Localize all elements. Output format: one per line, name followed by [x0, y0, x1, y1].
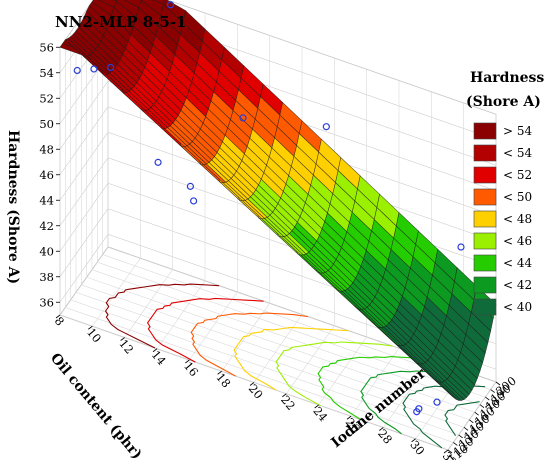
- legend-swatch: [473, 144, 497, 162]
- legend-swatch: [473, 122, 497, 140]
- legend-swatch: [473, 232, 497, 250]
- z-tick-label: 42: [39, 219, 54, 233]
- z-tick-label: 54: [39, 66, 54, 80]
- y-tick: [463, 427, 469, 431]
- contour-line: [233, 326, 349, 391]
- legend-title-line2: (Shore A): [466, 94, 541, 110]
- z-axis-label: Hardness (Shore A): [5, 130, 21, 284]
- z-tick-label: 52: [39, 91, 54, 105]
- x-tick: [282, 393, 287, 398]
- y-tick: [485, 396, 490, 401]
- x-tick: [152, 348, 158, 353]
- z-tick-label: 40: [39, 244, 54, 258]
- x-tick: [185, 359, 190, 364]
- y-tick: [495, 381, 501, 386]
- legend-swatch: [473, 166, 497, 184]
- legend-label: < 42: [503, 278, 532, 292]
- y-tick: [458, 434, 463, 439]
- legend-label: < 44: [503, 256, 533, 270]
- legend: Hardness (Shore A) > 54 < 54 < 52 < 50 < 48 <…: [466, 70, 544, 316]
- data-point: [433, 398, 441, 406]
- y-tick: [474, 411, 479, 416]
- data-point: [90, 65, 98, 73]
- data-point: [186, 182, 194, 190]
- floor-gridline: [97, 0, 486, 398]
- surface-cell: [112, 0, 118, 2]
- legend-label: < 48: [503, 212, 532, 226]
- legend-swatch: [473, 276, 497, 294]
- contour-line: [146, 297, 264, 363]
- legend-label: < 50: [503, 190, 532, 204]
- z-tick-label: 56: [39, 40, 54, 54]
- legend-title-line1: Hardness: [470, 70, 544, 86]
- floor-gridline: [81, 17, 470, 421]
- legend-label: < 54: [503, 146, 533, 160]
- chart-title: NN2-MLP 8-5-1: [55, 13, 187, 31]
- y-tick: [479, 404, 485, 408]
- data-point: [239, 114, 247, 122]
- x-tick: [379, 427, 384, 431]
- x-tick: [55, 314, 61, 319]
- floor-contours: [104, 283, 486, 449]
- y-tick: [490, 389, 495, 393]
- legend-swatch: [473, 298, 497, 316]
- legend-label: < 40: [503, 300, 532, 314]
- x-tick-label: 32: [440, 449, 460, 460]
- data-point: [107, 63, 115, 72]
- z-tick-label: 48: [39, 142, 54, 156]
- x-tick: [88, 325, 93, 330]
- floor-gridline: [70, 32, 459, 436]
- contour-line: [317, 356, 434, 421]
- response-surface: [59, 0, 497, 401]
- contour-line: [444, 401, 480, 437]
- contour-line: [190, 312, 309, 377]
- floor-gridline: [102, 0, 491, 390]
- data-point: [73, 66, 81, 75]
- contour-line: [104, 283, 220, 349]
- y-tick: [453, 442, 458, 446]
- legend-swatch: [473, 254, 497, 272]
- legend-swatch: [473, 210, 497, 228]
- z-tick-label: 46: [39, 168, 54, 182]
- legend-label: > 54: [503, 124, 533, 138]
- legend-label: < 46: [503, 234, 532, 248]
- contour-line: [275, 341, 394, 407]
- x-tick: [346, 415, 352, 420]
- x-tick: [120, 337, 125, 341]
- z-tick-label: 44: [39, 193, 54, 207]
- x-tick: [443, 449, 449, 454]
- floor-gridline: [86, 9, 475, 413]
- data-point: [457, 243, 465, 251]
- y-tick: [447, 449, 453, 454]
- y-tick: [469, 419, 474, 424]
- x-tick: [411, 438, 416, 443]
- x-tick: [314, 404, 319, 409]
- z-tick-label: 50: [39, 117, 54, 131]
- surface-cell: [152, 0, 167, 5]
- x-tick-label: 8: [52, 314, 67, 329]
- data-point: [322, 123, 330, 131]
- floor-gridline: [65, 39, 454, 443]
- data-point: [415, 405, 423, 413]
- legend-swatch: [473, 188, 497, 206]
- floor-gridline: [91, 1, 481, 405]
- x-tick: [217, 370, 222, 375]
- data-point: [154, 158, 162, 166]
- data-point: [166, 1, 175, 9]
- z-tick-label: 36: [39, 295, 54, 309]
- floor-gridline: [75, 24, 465, 428]
- legend-label: < 52: [503, 168, 532, 182]
- x-tick: [249, 382, 255, 386]
- observed-points: [73, 1, 465, 416]
- z-tick-label: 38: [39, 270, 54, 284]
- x-axis-label: Oil content (phr): [47, 350, 145, 460]
- data-point: [190, 197, 198, 205]
